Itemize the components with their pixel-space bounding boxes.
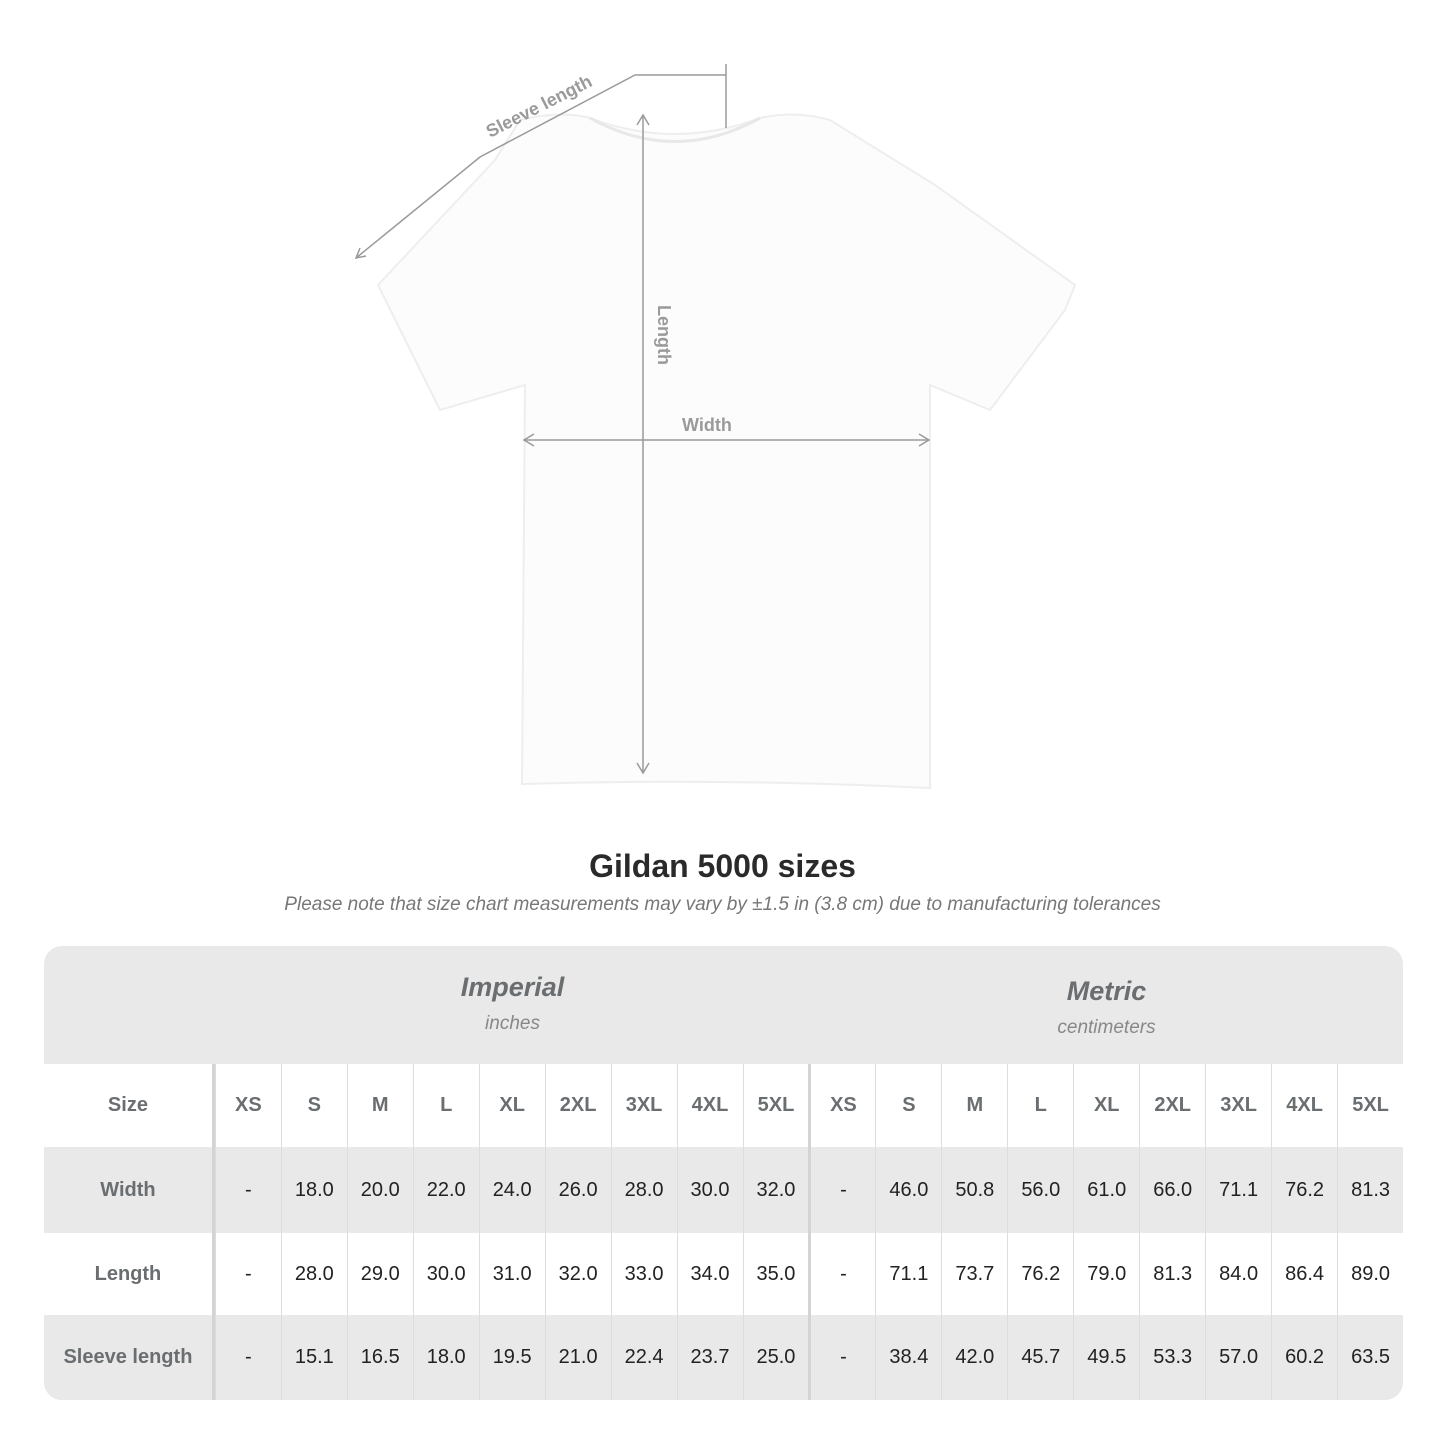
width-measure (522, 433, 931, 447)
value-cell: - (214, 1147, 281, 1233)
value-cell: 76.2 (1271, 1147, 1337, 1233)
metric-unit: centimeters (1057, 1017, 1156, 1038)
value-cell: 46.0 (875, 1147, 941, 1233)
size-header-cell: S (875, 1064, 941, 1147)
value-cell: 81.3 (1337, 1147, 1403, 1233)
chart-title: Gildan 5000 sizes (589, 848, 856, 884)
value-cell: 61.0 (1073, 1147, 1139, 1233)
value-cell: - (808, 1147, 875, 1233)
tshirt-image (376, 113, 1077, 790)
size-header-cell: 5XL (742, 1064, 809, 1147)
tshirt-diagram: Sleeve length Length Width (354, 64, 1077, 790)
width-label: Width (682, 415, 732, 435)
length-label: Length (654, 305, 674, 365)
size-header-cell: 4XL (1271, 1064, 1337, 1147)
value-cell: - (808, 1315, 875, 1400)
imperial-unit: inches (485, 1013, 540, 1034)
value-cell: 45.7 (1007, 1315, 1073, 1400)
value-cell: 23.7 (676, 1315, 743, 1400)
size-header-cell: 3XL (1205, 1064, 1271, 1147)
value-cell: 32.0 (742, 1147, 809, 1233)
table-row: Sleeve length -15.1 16.5 18.0 19.5 21.0 22.4 23… (44, 1315, 1403, 1400)
size-header-cell: XL (478, 1064, 545, 1147)
value-cell: 53.3 (1139, 1315, 1205, 1400)
value-cell: 18.0 (412, 1315, 479, 1400)
value-cell: 20.0 (346, 1147, 413, 1233)
value-cell: 42.0 (941, 1315, 1007, 1400)
size-header-cell: M (941, 1064, 1007, 1147)
value-cell: 79.0 (1073, 1233, 1139, 1315)
size-header-cell: L (1007, 1064, 1073, 1147)
value-cell: 34.0 (676, 1233, 743, 1315)
table-row: Length -28.0 29.0 30.0 31.0 32.0 33.0 34.0 35.0-… (44, 1233, 1403, 1315)
size-header-row: Size XS S M L XL 2XL 3XL 4XL 5XL XS S M L XL 2XL 3XL 4XL 5… (44, 1064, 1403, 1147)
imperial-header: Imperial inches (215, 946, 810, 1064)
value-cell: 49.5 (1073, 1315, 1139, 1400)
row-label: Sleeve length (44, 1315, 215, 1400)
row-label: Size (44, 1064, 215, 1147)
value-cell: 33.0 (610, 1233, 677, 1315)
value-cell: - (214, 1233, 281, 1315)
sleeve-length-measure (354, 64, 727, 260)
value-cell: 22.4 (610, 1315, 677, 1400)
value-cell: 76.2 (1007, 1233, 1073, 1315)
value-cell: 21.0 (544, 1315, 611, 1400)
size-header-cell: 4XL (676, 1064, 743, 1147)
value-cell: 71.1 (1205, 1147, 1271, 1233)
value-cell: 32.0 (544, 1233, 611, 1315)
value-cell: 22.0 (412, 1147, 479, 1233)
length-measure (636, 113, 650, 775)
value-cell: 25.0 (742, 1315, 809, 1400)
size-header-cell: 2XL (1139, 1064, 1205, 1147)
value-cell: 60.2 (1271, 1315, 1337, 1400)
value-cell: 18.0 (280, 1147, 347, 1233)
value-cell: - (808, 1233, 875, 1315)
imperial-title: Imperial (460, 972, 565, 1002)
table-row: Width -18.0 20.0 22.0 24.0 26.0 28.0 30.0 32.0-4… (44, 1147, 1403, 1233)
value-cell: 63.5 (1337, 1315, 1403, 1400)
value-cell: 31.0 (478, 1233, 545, 1315)
value-cell: 56.0 (1007, 1147, 1073, 1233)
size-header-cell: XL (1073, 1064, 1139, 1147)
value-cell: 28.0 (610, 1147, 677, 1233)
size-header-cell: S (280, 1064, 347, 1147)
value-cell: 73.7 (941, 1233, 1007, 1315)
value-cell: 35.0 (742, 1233, 809, 1315)
size-header-cell: L (412, 1064, 479, 1147)
value-cell: 50.8 (941, 1147, 1007, 1233)
value-cell: 84.0 (1205, 1233, 1271, 1315)
size-header-cell: 5XL (1337, 1064, 1403, 1147)
size-table: Imperial inches Metric centimeters Size X… (44, 946, 1403, 1400)
size-header-cell: 2XL (544, 1064, 611, 1147)
value-cell: 38.4 (875, 1315, 941, 1400)
size-header-cell: 3XL (610, 1064, 677, 1147)
size-header-cell: M (346, 1064, 413, 1147)
value-cell: 86.4 (1271, 1233, 1337, 1315)
value-cell: 30.0 (412, 1233, 479, 1315)
metric-header: Metric centimeters (810, 946, 1403, 1068)
value-cell: 29.0 (346, 1233, 413, 1315)
tolerance-note: Please note that size chart measurements… (284, 894, 1161, 915)
value-cell: 89.0 (1337, 1233, 1403, 1315)
size-header-cell: XS (214, 1064, 281, 1147)
value-cell: 16.5 (346, 1315, 413, 1400)
size-header-cell: XS (808, 1064, 875, 1147)
value-cell: 15.1 (280, 1315, 347, 1400)
value-cell: - (214, 1315, 281, 1400)
value-cell: 24.0 (478, 1147, 545, 1233)
value-cell: 28.0 (280, 1233, 347, 1315)
value-cell: 57.0 (1205, 1315, 1271, 1400)
metric-title: Metric (1066, 976, 1147, 1006)
value-cell: 66.0 (1139, 1147, 1205, 1233)
row-label: Width (44, 1147, 215, 1233)
value-cell: 26.0 (544, 1147, 611, 1233)
value-cell: 30.0 (676, 1147, 743, 1233)
value-cell: 19.5 (478, 1315, 545, 1400)
value-cell: 81.3 (1139, 1233, 1205, 1315)
row-label: Length (44, 1233, 215, 1315)
value-cell: 71.1 (875, 1233, 941, 1315)
